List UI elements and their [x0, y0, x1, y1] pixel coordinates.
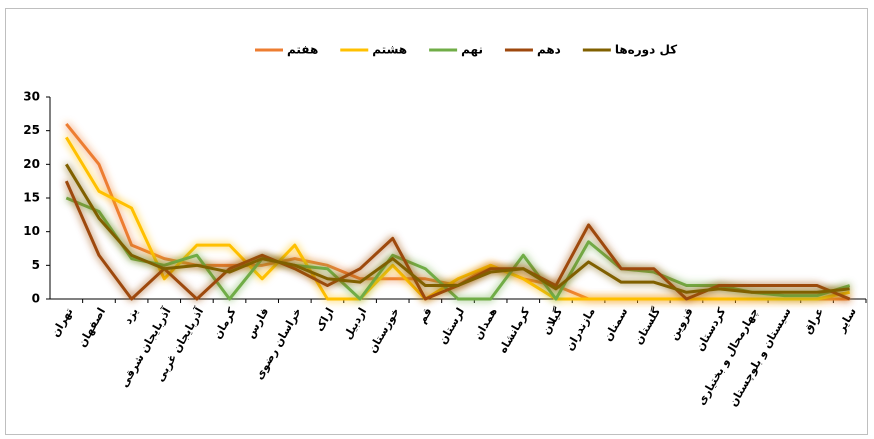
- series-line: [65, 136, 850, 301]
- chart-border: [5, 8, 868, 435]
- y-tick-label: 30: [23, 90, 40, 104]
- y-tick-label: 0: [32, 292, 40, 306]
- legend-label: کل دوره‌ها: [615, 43, 677, 58]
- legend-label: نهم: [461, 43, 483, 57]
- y-tick-label: 5: [32, 258, 40, 272]
- y-tick-label: 20: [23, 157, 40, 171]
- legend-label: هشتم: [372, 43, 407, 57]
- series-line: [65, 163, 850, 294]
- y-tick-label: 10: [23, 224, 40, 238]
- y-tick-label: 15: [23, 191, 40, 205]
- legend-label: دهم: [537, 43, 561, 57]
- y-tick-label: 25: [23, 123, 40, 137]
- legend-label: هفتم: [287, 43, 318, 57]
